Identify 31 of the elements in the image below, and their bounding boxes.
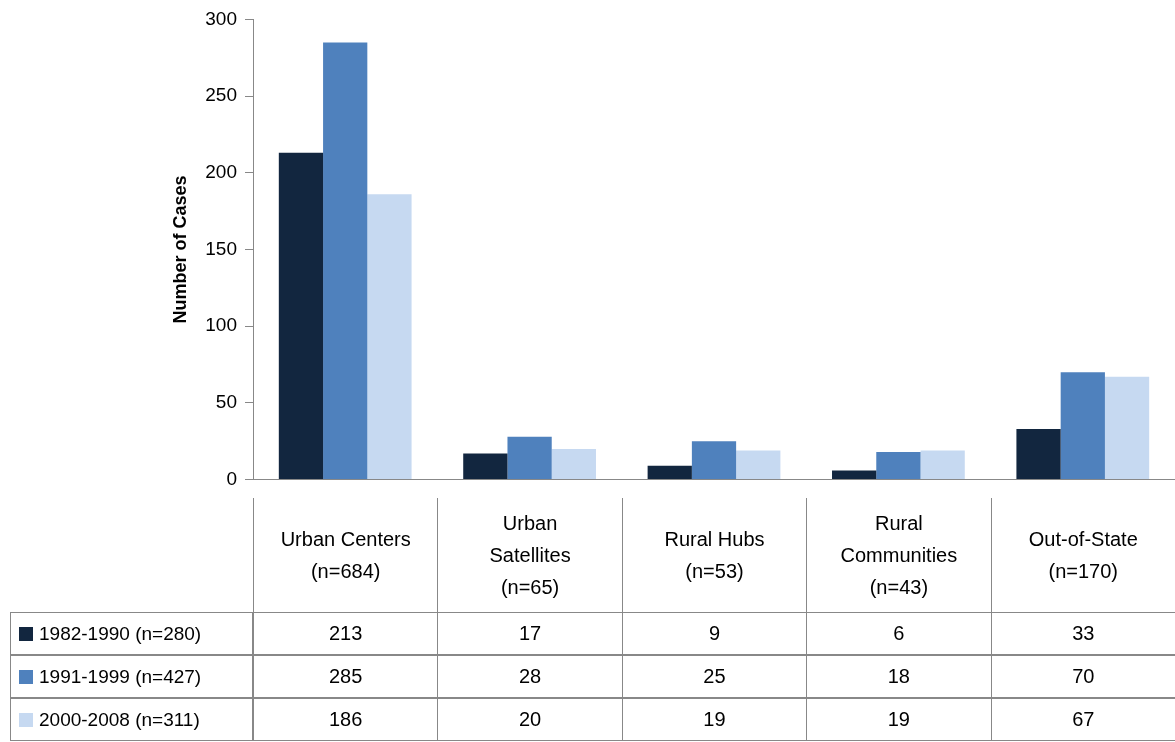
x-tick-label: Urban Satellites (n=65): [488, 511, 572, 600]
legend-label: 1991-1999 (n=427): [39, 665, 202, 688]
y-tick-label: 200: [205, 161, 237, 183]
y-tick-label: 250: [205, 84, 237, 106]
data-label: 9: [621, 612, 808, 655]
y-tick-label: 150: [205, 237, 237, 259]
data-label: 33: [990, 612, 1175, 655]
y-tick-label: 50: [215, 391, 237, 413]
data-label: 213: [253, 612, 439, 655]
data-label: 70: [990, 655, 1175, 698]
data-label: 25: [621, 655, 808, 698]
y-axis-title: Number of Cases: [169, 175, 190, 324]
data-label: 17: [437, 612, 623, 655]
data-label: 18: [806, 655, 992, 698]
data-label: 20: [437, 698, 623, 741]
y-tick-label: 300: [205, 7, 237, 29]
data-label: 19: [806, 698, 992, 741]
x-tick-label: Out-of-State (n=170): [1027, 527, 1139, 584]
y-tick-label: 0: [226, 467, 237, 489]
legend-label: 2000-2008 (n=311): [39, 708, 200, 731]
x-tick-label: Urban Centers (n=684): [279, 527, 412, 584]
data-label: 67: [990, 698, 1175, 741]
data-label: 19: [621, 698, 808, 741]
data-label: 6: [806, 612, 992, 655]
data-label: 28: [437, 655, 623, 698]
data-label: 285: [253, 655, 439, 698]
data-label: 186: [253, 698, 439, 741]
x-tick-label: Rural Communities (n=43): [839, 511, 959, 600]
y-tick-label: 100: [205, 314, 237, 336]
legend-label: 1982-1990 (n=280): [39, 622, 202, 645]
x-tick-label: Rural Hubs (n=53): [663, 527, 766, 584]
